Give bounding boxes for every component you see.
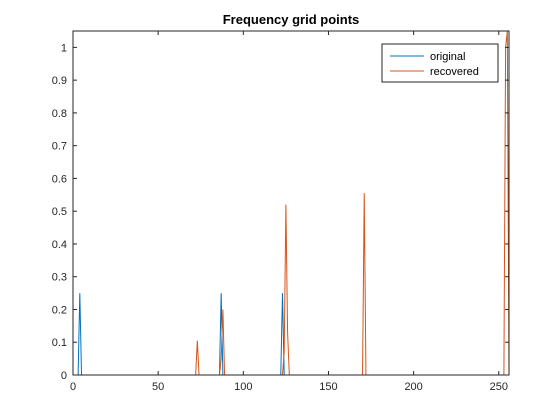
y-tick-label: 0.4 <box>52 239 67 251</box>
ticks-layer: 0 50 100 150 200 250 0 0.1 0.2 0.3 0.4 0.5 0.6 0.7 0.8… <box>52 31 509 393</box>
y-tick-label: 0.3 <box>52 272 67 284</box>
x-tick-label: 100 <box>234 381 252 393</box>
chart-title: Frequency grid points <box>223 12 360 27</box>
legend-label-original: original <box>430 51 465 63</box>
legend: original recovered <box>381 43 499 83</box>
y-tick-label: 0.1 <box>52 337 67 349</box>
axes-box <box>72 30 510 376</box>
y-tick-label: 0.8 <box>52 108 67 120</box>
x-tick-label: 250 <box>490 381 508 393</box>
x-tick-label: 0 <box>70 381 76 393</box>
x-tick-label: 50 <box>152 381 164 393</box>
y-tick-label: 0 <box>61 370 67 382</box>
x-tick-label: 200 <box>404 381 422 393</box>
y-tick-label: 0.7 <box>52 141 67 153</box>
plot-area <box>73 31 509 375</box>
x-tick-label: 150 <box>319 381 337 393</box>
axes-layer <box>72 30 510 376</box>
y-tick-label: 0.5 <box>52 206 67 218</box>
y-tick-label: 1 <box>61 42 67 54</box>
y-tick-label: 0.6 <box>52 173 67 185</box>
y-tick-label: 0.2 <box>52 304 67 316</box>
legend-label-recovered: recovered <box>430 66 479 78</box>
legend-box <box>381 43 499 83</box>
y-tick-label: 0.9 <box>52 75 67 87</box>
